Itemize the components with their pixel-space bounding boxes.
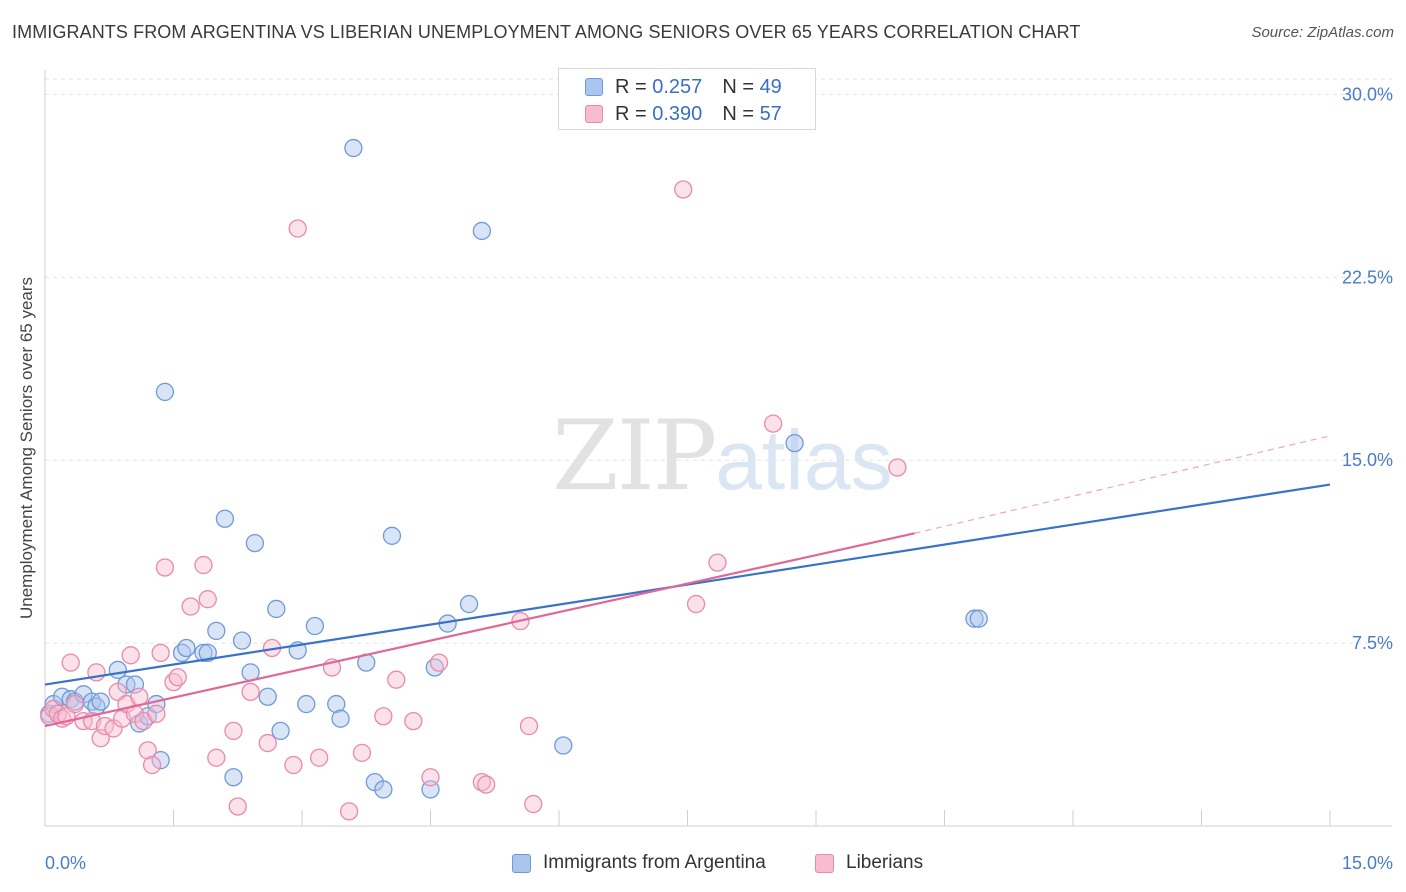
point-liberians <box>524 794 543 814</box>
y-tick-label: 15.0% <box>1342 450 1393 470</box>
y-axis-label: Unemployment Among Seniors over 65 years <box>17 277 36 619</box>
point-argentina <box>155 382 175 402</box>
trend-lines <box>44 435 1331 728</box>
point-liberians <box>224 721 243 741</box>
chart-title: IMMIGRANTS FROM ARGENTINA VS LIBERIAN UN… <box>12 22 1081 42</box>
point-liberians <box>339 802 359 821</box>
point-argentina <box>331 709 350 728</box>
point-liberians <box>288 219 307 238</box>
point-argentina <box>198 643 217 663</box>
point-liberians <box>121 646 140 665</box>
point-argentina <box>215 509 235 528</box>
point-argentina <box>224 768 243 787</box>
point-liberians <box>155 558 175 577</box>
point-liberians <box>387 670 406 689</box>
legend-n-label: N = <box>722 75 754 98</box>
point-argentina <box>177 638 196 658</box>
point-liberians <box>309 748 329 767</box>
legend-swatch-liberians <box>585 105 603 123</box>
legend-n-label: N = <box>722 102 754 125</box>
point-liberians <box>686 594 706 614</box>
point-argentina <box>305 616 325 636</box>
legend-item-liberians: Liberians <box>815 852 923 874</box>
point-argentina <box>472 221 492 241</box>
legend-label-liberians: Liberians <box>846 852 924 873</box>
point-liberians <box>429 653 449 672</box>
point-liberians <box>181 597 200 616</box>
point-liberians <box>228 797 247 816</box>
y-tick-label: 7.5% <box>1352 633 1393 653</box>
legend-row-liberians: R = 0.390 N = 57 <box>585 102 782 126</box>
legend-r-label: R = <box>615 75 647 98</box>
legend-swatch-liberians <box>815 853 834 873</box>
point-argentina <box>785 433 804 453</box>
point-argentina <box>267 599 286 619</box>
point-argentina <box>374 780 393 799</box>
point-liberians <box>65 694 85 714</box>
point-argentina <box>554 736 573 755</box>
legend-label-argentina: Immigrants from Argentina <box>543 852 766 873</box>
legend-swatch-argentina <box>585 78 603 96</box>
y-tick-label: 30.0% <box>1342 84 1393 104</box>
trend-line-liberians <box>44 532 915 728</box>
point-argentina <box>382 526 402 545</box>
trend-extension-liberians <box>914 435 1331 534</box>
point-liberians <box>404 711 423 731</box>
axis-labels: 7.5% 15.0% 22.5% 30.0% 0.0% 15.0% Unemployment… <box>17 84 1393 873</box>
point-argentina <box>91 692 110 711</box>
point-liberians <box>151 643 170 663</box>
point-liberians <box>674 180 693 199</box>
legend-n-value: 57 <box>759 102 782 125</box>
correlation-legend: R = 0.257 N = 49 R = 0.390 N = 57 <box>558 68 816 130</box>
point-liberians <box>374 707 393 726</box>
point-liberians <box>138 741 157 760</box>
point-liberians <box>421 768 440 787</box>
point-liberians <box>519 716 539 736</box>
point-argentina <box>459 594 479 614</box>
point-argentina <box>245 533 265 553</box>
point-liberians <box>168 668 187 687</box>
point-argentina <box>271 721 290 741</box>
point-liberians <box>352 743 372 762</box>
point-argentina <box>965 609 984 628</box>
legend-r-value: 0.390 <box>652 102 703 125</box>
point-liberians <box>241 682 260 702</box>
point-liberians <box>477 775 496 794</box>
point-argentina <box>969 609 988 628</box>
legend-item-argentina: Immigrants from Argentina <box>512 852 766 874</box>
point-argentina <box>258 687 277 706</box>
point-liberians <box>194 555 213 575</box>
legend-n-value: 49 <box>759 75 782 98</box>
point-liberians <box>284 755 303 775</box>
legend-r-label: R = <box>615 102 647 125</box>
data-points <box>40 138 988 821</box>
point-liberians <box>142 755 162 775</box>
axes <box>44 70 1392 827</box>
legend-r-value: 0.257 <box>652 75 703 98</box>
point-argentina <box>207 621 226 641</box>
point-liberians <box>207 748 226 767</box>
x-tick-label: 0.0% <box>45 853 86 873</box>
point-argentina <box>344 138 363 158</box>
point-argentina <box>151 751 170 770</box>
watermark-zip: ZIP <box>552 400 717 512</box>
y-tick-label: 22.5% <box>1342 267 1393 287</box>
point-argentina <box>297 694 316 714</box>
legend-row-argentina: R = 0.257 N = 49 <box>585 75 782 99</box>
point-liberians <box>258 733 277 753</box>
point-liberians <box>147 704 166 723</box>
point-liberians <box>61 653 80 672</box>
point-liberians <box>764 414 783 433</box>
point-liberians <box>708 553 727 572</box>
point-argentina <box>232 631 252 650</box>
point-liberians <box>198 590 217 609</box>
legend-swatch-argentina <box>512 853 531 873</box>
x-tick-label: 15.0% <box>1342 853 1393 873</box>
point-argentina <box>327 694 346 714</box>
point-argentina <box>194 643 213 663</box>
source-label: Source: ZipAtlas.com <box>1251 24 1394 41</box>
point-liberians <box>888 458 907 477</box>
